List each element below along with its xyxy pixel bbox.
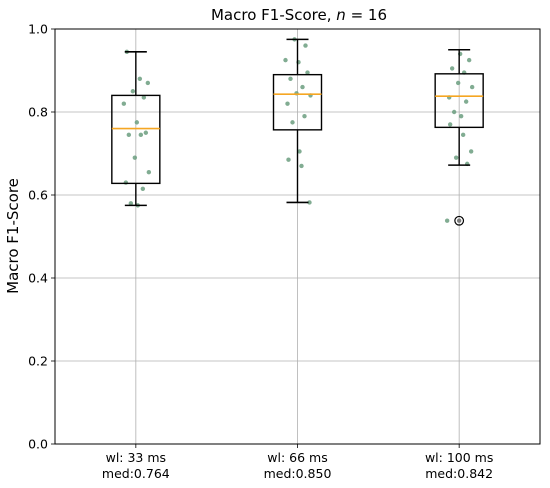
data-point <box>143 130 149 135</box>
chart-title: Macro F1-Score, n = 16 <box>211 6 387 24</box>
data-point <box>297 149 302 154</box>
data-point <box>458 113 464 119</box>
data-point <box>302 113 307 119</box>
x-tick-label-median: med:0.842 <box>425 466 493 481</box>
x-tick-label-median: med:0.850 <box>264 466 332 481</box>
data-point <box>305 70 310 75</box>
data-point <box>283 57 288 63</box>
data-point <box>466 57 472 63</box>
data-point <box>130 89 136 94</box>
y-tick-label: 0.0 <box>28 437 48 452</box>
x-tick-label-median: med:0.764 <box>102 466 170 481</box>
x-tick-label: wl: 66 ms <box>267 450 327 465</box>
data-point <box>300 84 305 90</box>
data-point <box>123 180 129 185</box>
data-point <box>288 76 293 82</box>
plot-frame <box>54 28 541 445</box>
data-point <box>453 155 459 160</box>
data-point <box>460 132 466 138</box>
y-tick-label: 0.4 <box>28 271 48 286</box>
outlier-point <box>456 218 462 223</box>
data-point <box>128 201 134 206</box>
data-point <box>137 76 143 82</box>
outlier-marker <box>454 215 465 226</box>
data-point <box>468 149 474 154</box>
data-point <box>444 218 450 223</box>
data-point <box>469 84 475 90</box>
iqr-box <box>272 73 323 131</box>
data-point <box>140 186 146 191</box>
y-tick-label: 0.8 <box>28 105 48 120</box>
data-point <box>447 122 453 127</box>
data-point <box>451 109 457 115</box>
data-point <box>303 43 308 48</box>
data-point <box>285 101 290 106</box>
data-point <box>141 95 147 100</box>
data-point <box>299 163 304 169</box>
data-point <box>307 200 312 205</box>
y-tick-label: 0.6 <box>28 188 48 203</box>
data-point <box>146 169 152 175</box>
y-axis-label: Macro F1-Score <box>4 178 22 294</box>
data-point <box>290 120 295 125</box>
data-point <box>449 66 455 71</box>
data-point <box>286 157 291 162</box>
y-tick-label: 1.0 <box>28 22 48 37</box>
x-tick-label: wl: 100 ms <box>425 450 493 465</box>
data-point <box>463 99 469 104</box>
iqr-box <box>111 94 161 185</box>
data-point <box>126 132 132 138</box>
data-point <box>138 132 144 138</box>
data-point <box>455 80 461 86</box>
data-point <box>132 155 138 160</box>
data-point <box>134 120 140 125</box>
data-point <box>121 101 127 106</box>
x-tick-label: wl: 33 ms <box>106 450 166 465</box>
y-tick-label: 0.2 <box>28 354 48 369</box>
data-point <box>145 80 151 86</box>
boxes <box>111 38 484 226</box>
iqr-box <box>434 73 484 129</box>
